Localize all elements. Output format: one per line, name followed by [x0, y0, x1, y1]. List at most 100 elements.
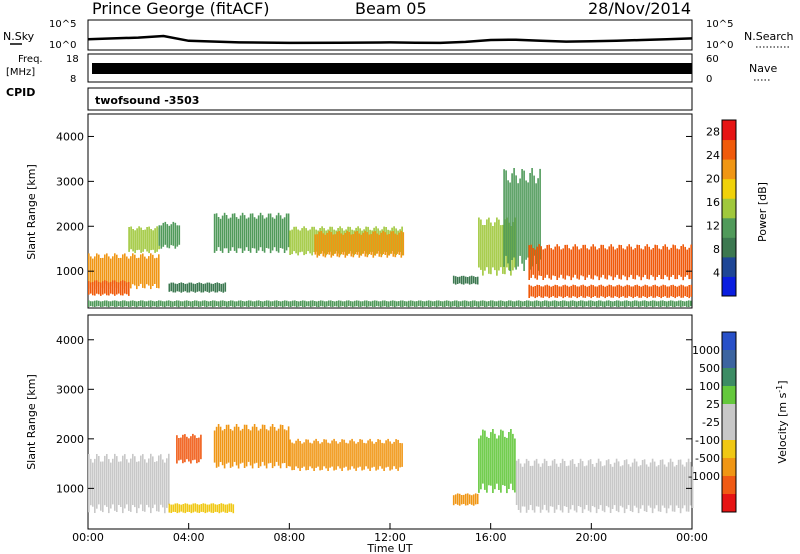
data-streak: [498, 219, 500, 271]
data-streak: [599, 461, 602, 506]
data-streak: [305, 439, 307, 471]
data-streak: [104, 280, 106, 294]
data-streak: [372, 300, 374, 307]
data-streak: [384, 232, 387, 255]
data-streak: [402, 232, 405, 256]
data-streak: [134, 254, 136, 286]
data-streak: [220, 503, 223, 513]
colorbar-swatch: [722, 458, 736, 477]
data-streak: [390, 300, 392, 307]
data-streak: [618, 284, 620, 299]
data-streak: [672, 300, 674, 307]
data-streak: [92, 301, 94, 307]
data-streak: [291, 442, 293, 471]
data-streak: [378, 234, 381, 257]
data-streak: [576, 286, 578, 299]
data-streak: [218, 301, 220, 307]
data-streak: [142, 230, 144, 252]
data-streak: [502, 300, 504, 307]
data-streak: [665, 466, 668, 514]
data-streak: [136, 228, 138, 251]
data-streak: [322, 300, 324, 307]
data-streak: [118, 461, 120, 505]
data-streak: [172, 282, 175, 293]
data-streak: [196, 438, 198, 464]
data-streak: [638, 301, 640, 308]
data-streak: [531, 168, 533, 267]
data-streak: [142, 253, 144, 288]
data-streak: [589, 459, 592, 513]
data-streak: [594, 301, 596, 307]
data-streak: [548, 244, 550, 279]
data-streak: [164, 221, 167, 245]
data-streak: [102, 257, 104, 289]
data-streak: [602, 285, 604, 297]
data-band: [452, 493, 479, 506]
data-streak: [514, 438, 516, 493]
data-streak: [224, 504, 227, 513]
data-streak: [116, 281, 118, 295]
data-streak: [342, 301, 344, 307]
data-streak: [122, 300, 124, 307]
data-streak: [637, 466, 640, 514]
data-streak: [534, 300, 536, 308]
data-streak: [178, 504, 181, 513]
data-streak: [132, 300, 134, 307]
data-streak: [550, 301, 552, 307]
data-streak: [539, 168, 541, 260]
data-streak: [314, 301, 316, 307]
data-streak: [247, 429, 250, 462]
data-streak: [293, 226, 295, 252]
data-streak: [630, 246, 632, 275]
colorbar-tick: -500: [695, 452, 720, 465]
data-streak: [562, 248, 564, 279]
data-streak: [546, 284, 548, 297]
data-streak: [385, 440, 387, 468]
data-streak: [234, 301, 236, 308]
data-streak: [488, 217, 490, 274]
data-streak: [358, 233, 361, 258]
data-streak: [126, 282, 128, 295]
data-streak: [266, 300, 268, 307]
data-streak: [466, 300, 468, 307]
data-streak: [286, 300, 288, 307]
data-streak: [144, 459, 146, 512]
data-streak: [604, 286, 606, 299]
data-streak: [227, 424, 230, 463]
data-streak: [156, 461, 158, 512]
data-streak: [480, 219, 482, 270]
data-streak: [257, 215, 260, 251]
data-streak: [309, 442, 311, 467]
data-streak: [670, 285, 672, 297]
data-streak: [666, 246, 668, 277]
data-streak: [306, 301, 308, 307]
data-streak: [388, 301, 390, 307]
data-band: [88, 280, 130, 296]
data-streak: [668, 286, 670, 298]
data-streak: [392, 300, 394, 307]
data-streak: [369, 438, 371, 471]
data-streak: [146, 462, 148, 505]
data-streak: [688, 247, 690, 280]
data-band: [528, 284, 692, 299]
ytick-label: 1000: [56, 265, 84, 278]
data-streak: [200, 504, 203, 512]
colorbar-swatch: [722, 332, 736, 351]
data-streak: [527, 182, 529, 258]
data-streak: [162, 459, 164, 508]
data-streak: [390, 231, 393, 254]
data-streak: [132, 253, 134, 285]
data-streak: [688, 285, 690, 299]
data-streak: [213, 213, 216, 253]
data-streak: [652, 285, 654, 298]
data-streak: [526, 300, 528, 307]
data-streak: [307, 230, 309, 252]
data-streak: [519, 463, 522, 513]
data-streak: [566, 285, 568, 297]
data-streak: [308, 301, 310, 307]
data-streak: [110, 301, 112, 307]
colorbar-swatch: [722, 350, 736, 369]
data-streak: [656, 301, 658, 307]
data-streak: [458, 301, 460, 307]
data-streak: [677, 459, 680, 508]
